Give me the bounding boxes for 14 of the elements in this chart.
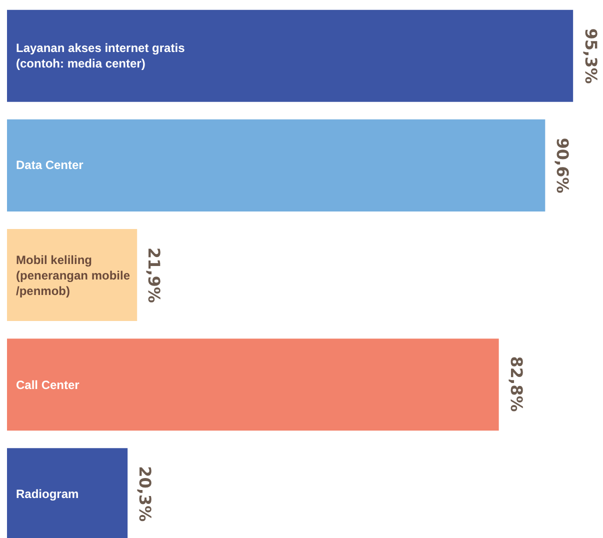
y-tick-label: Radiogram <box>16 487 79 501</box>
y-tick-label: Mobil keliling (penerangan mobile /penmob) <box>16 253 130 298</box>
bar <box>7 338 499 431</box>
y-tick-label: Call Center <box>16 378 80 392</box>
y-tick-label: Layanan akses internet gratis (contoh: media center) <box>16 41 186 71</box>
bar <box>7 119 546 212</box>
data-label: 20,3% <box>135 466 154 522</box>
bar <box>7 229 138 322</box>
data-label: 82,8% <box>506 356 526 412</box>
data-label: 95,3% <box>581 28 600 84</box>
data-label: 21,9% <box>144 247 164 303</box>
bar <box>7 10 574 102</box>
data-label: 90,6% <box>553 138 572 194</box>
y-tick-label: Data Center <box>16 158 84 172</box>
